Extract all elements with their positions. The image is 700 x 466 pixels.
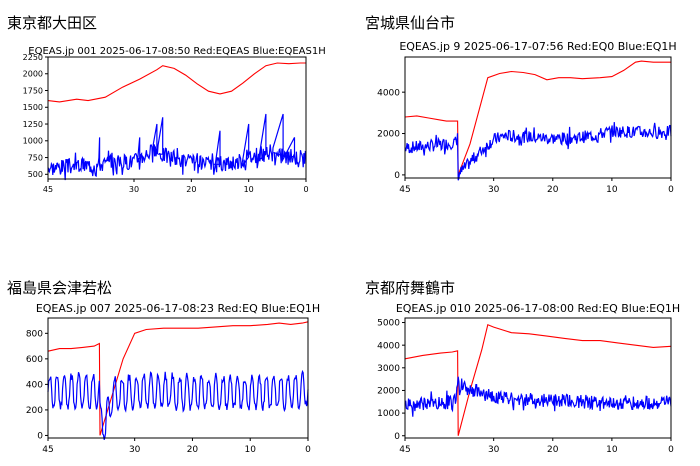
chart-panel-sendai: EQEAS.jp 9 2025-06-17-07:56 Red:EQ0 Blue…: [377, 40, 677, 195]
y-tick-label: 1250: [23, 120, 43, 129]
x-tick-label: 30: [129, 185, 139, 194]
plot-frame: [47, 317, 309, 439]
y-tick-label: 1750: [23, 86, 43, 95]
chart-title: EQEAS.jp 001 2025-06-17-08:50 Red:EQEAS …: [28, 46, 326, 57]
x-tick-label: 30: [488, 445, 500, 455]
y-tick-label: 5000: [377, 319, 400, 329]
plot-frame: [404, 56, 672, 179]
chart-title: EQEAS.jp 010 2025-06-17-08:00 Red:EQ Blu…: [396, 302, 680, 315]
x-tick-label: 0: [668, 445, 674, 455]
y-tick-label: 2000: [23, 70, 43, 79]
region-title-miyagi-sendai: 宮城県仙台市: [365, 14, 456, 32]
region-title-kyoto-maizuru: 京都府舞鶴市: [365, 279, 456, 297]
red-series-line: [404, 324, 672, 436]
chart-title: EQEAS.jp 007 2025-06-17-08:23 Red:EQ Blu…: [36, 302, 320, 315]
x-tick-label: 10: [244, 185, 254, 194]
chart-title: EQEAS.jp 9 2025-06-17-07:56 Red:EQ0 Blue…: [399, 40, 676, 53]
blue-series-line: [404, 122, 672, 181]
region-title-tokyo-ota: 東京都大田区: [7, 14, 98, 32]
plot-frame: [404, 317, 672, 439]
x-tick-label: 0: [305, 445, 311, 455]
y-tick-label: 2000: [377, 387, 400, 397]
x-tick-label: 20: [187, 445, 199, 455]
x-tick-label: 20: [547, 185, 559, 195]
x-tick-label: 10: [606, 445, 618, 455]
y-tick-label: 750: [28, 153, 43, 162]
y-tick-label: 600: [26, 355, 43, 365]
chart-panel-maizuru: EQEAS.jp 010 2025-06-17-08:00 Red:EQ Blu…: [377, 302, 680, 455]
x-tick-label: 45: [42, 445, 53, 455]
y-tick-label: 1500: [23, 103, 43, 112]
y-tick-label: 200: [26, 406, 43, 416]
y-tick-label: 1000: [23, 137, 43, 146]
y-tick-label: 500: [28, 170, 43, 179]
x-tick-label: 0: [668, 185, 674, 195]
red-series-line: [47, 62, 306, 103]
blue-series-line: [47, 113, 307, 181]
x-tick-label: 45: [399, 445, 410, 455]
x-tick-label: 45: [399, 185, 410, 195]
x-tick-label: 30: [129, 445, 141, 455]
x-tick-label: 10: [606, 185, 618, 195]
y-tick-label: 2000: [377, 130, 400, 140]
y-tick-label: 4000: [377, 341, 400, 351]
y-tick-label: 400: [26, 381, 43, 391]
chart-panel-tokyo: EQEAS.jp 001 2025-06-17-08:50 Red:EQEAS …: [23, 46, 326, 194]
y-tick-label: 3000: [377, 364, 400, 374]
x-tick-label: 20: [547, 445, 559, 455]
region-title-fukushima-aizuwakamatsu: 福島県会津若松: [7, 279, 113, 297]
y-tick-label: 4000: [377, 88, 400, 98]
blue-series-line: [47, 369, 309, 440]
y-tick-label: 0: [394, 171, 400, 181]
y-tick-label: 800: [26, 329, 43, 339]
x-tick-label: 30: [488, 185, 500, 195]
plot-frame: [47, 56, 307, 180]
blue-series-line: [404, 376, 672, 417]
x-tick-label: 0: [303, 185, 308, 194]
y-tick-label: 2250: [23, 53, 43, 62]
y-tick-label: 0: [37, 432, 43, 442]
x-tick-label: 20: [186, 185, 196, 194]
red-series-line: [47, 321, 309, 436]
red-series-line: [404, 60, 671, 176]
chart-panel-aizuwakamatsu: EQEAS.jp 007 2025-06-17-08:23 Red:EQ Blu…: [26, 302, 320, 455]
y-tick-label: 1000: [377, 409, 400, 419]
y-tick-label: 0: [394, 432, 400, 442]
x-tick-label: 45: [43, 185, 53, 194]
x-tick-label: 10: [244, 445, 256, 455]
